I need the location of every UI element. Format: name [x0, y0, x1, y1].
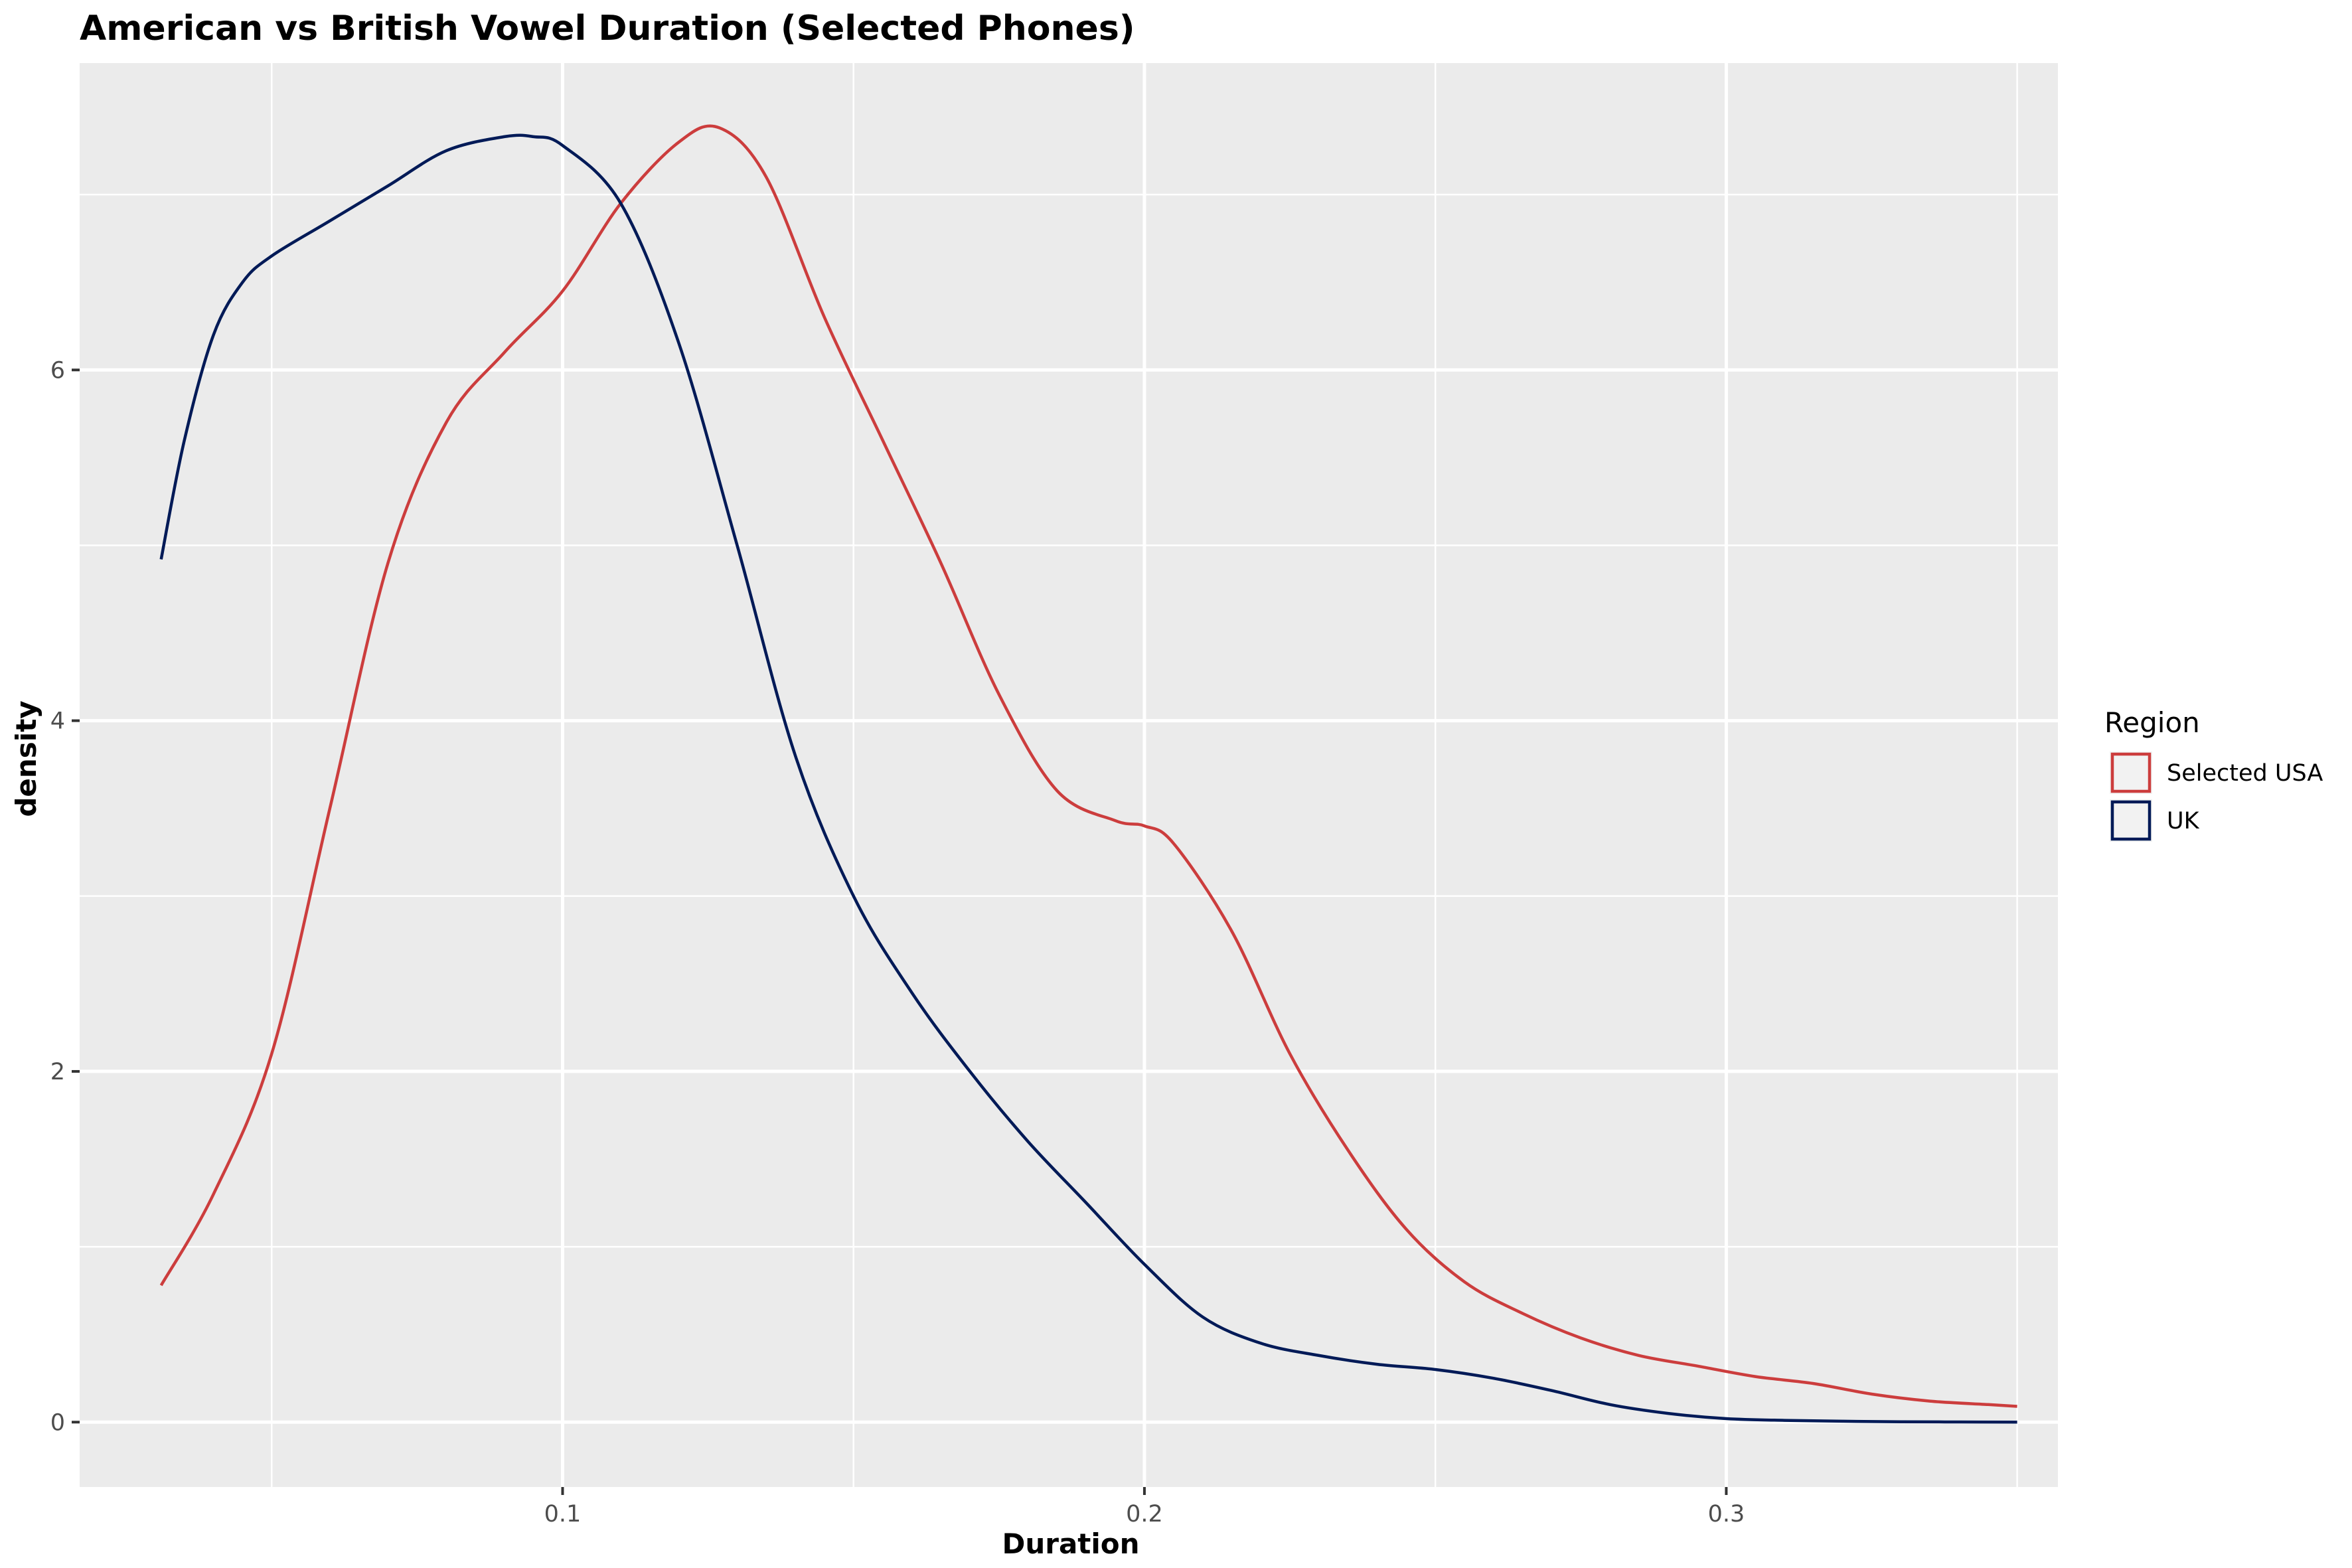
- legend-key-bg: [2110, 799, 2152, 842]
- x-tick-label: 0.2: [1126, 1501, 1163, 1528]
- legend-label-selected-usa: Selected USA: [2167, 760, 2323, 787]
- series-line-selected-usa: [159, 124, 2017, 1408]
- plot-panel: [80, 63, 2058, 1487]
- grid-minor: [80, 63, 2058, 1487]
- y-axis-title: density: [10, 700, 42, 817]
- y-tick-label: 2: [50, 1059, 65, 1085]
- legend-key-bg: [2110, 751, 2152, 794]
- legend-label-uk: UK: [2167, 808, 2200, 834]
- y-tick-label: 4: [50, 708, 65, 735]
- legend-key-uk: [2110, 800, 2152, 841]
- x-tick-label: 0.3: [1708, 1501, 1745, 1528]
- series-layer: [159, 124, 2017, 1424]
- y-axis: 0 2 4 6: [50, 357, 80, 1436]
- x-axis: 0.1 0.2 0.3: [544, 1487, 1745, 1528]
- x-tick-label: 0.1: [544, 1501, 582, 1528]
- legend-title: Region: [2104, 706, 2200, 739]
- series-line-uk: [159, 133, 2017, 1424]
- x-axis-title: Duration: [1002, 1528, 1139, 1560]
- legend-key-selected-usa: [2110, 752, 2152, 793]
- y-tick-label: 0: [50, 1409, 65, 1436]
- chart-title: American vs British Vowel Duration (Sele…: [80, 9, 1135, 48]
- y-tick-label: 6: [50, 357, 65, 384]
- grid-major: [80, 63, 2058, 1487]
- legend: Region Selected USA UK: [2104, 706, 2323, 842]
